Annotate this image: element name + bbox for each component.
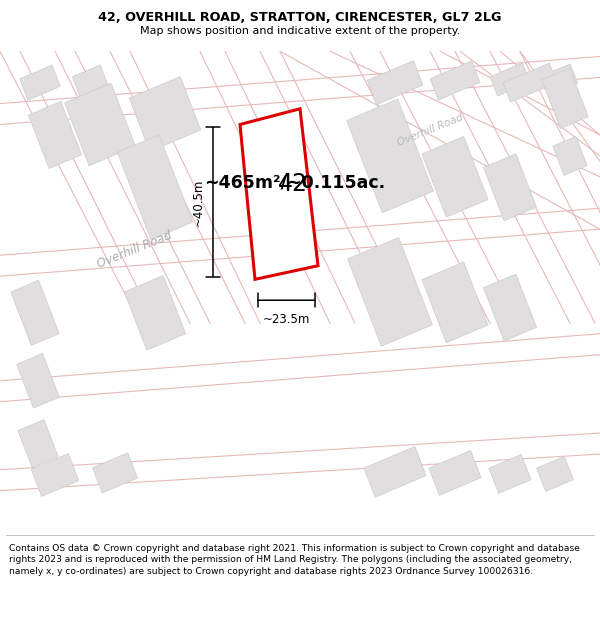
Polygon shape <box>65 83 136 166</box>
Polygon shape <box>542 64 578 95</box>
Polygon shape <box>430 61 480 100</box>
Polygon shape <box>429 451 481 495</box>
Text: ~40.5m: ~40.5m <box>192 178 205 226</box>
Polygon shape <box>553 136 587 176</box>
Polygon shape <box>18 419 58 468</box>
Polygon shape <box>11 280 59 346</box>
Text: ~23.5m: ~23.5m <box>263 312 310 326</box>
Polygon shape <box>422 262 488 343</box>
Polygon shape <box>124 276 186 350</box>
Polygon shape <box>489 454 531 493</box>
Polygon shape <box>117 135 193 240</box>
Polygon shape <box>536 456 574 491</box>
Polygon shape <box>422 136 488 217</box>
Text: ~465m²/~0.115ac.: ~465m²/~0.115ac. <box>205 173 386 191</box>
Polygon shape <box>28 101 82 169</box>
Text: Map shows position and indicative extent of the property.: Map shows position and indicative extent… <box>140 26 460 36</box>
Text: Overhill Road: Overhill Road <box>395 112 464 148</box>
Polygon shape <box>542 68 588 129</box>
Polygon shape <box>129 77 201 151</box>
Polygon shape <box>484 274 536 341</box>
Polygon shape <box>73 65 107 96</box>
Polygon shape <box>347 238 433 346</box>
Polygon shape <box>240 109 318 279</box>
Text: Overhill Road: Overhill Road <box>96 229 174 271</box>
Polygon shape <box>92 452 137 493</box>
Text: 42: 42 <box>278 172 308 196</box>
Text: Contains OS data © Crown copyright and database right 2021. This information is : Contains OS data © Crown copyright and d… <box>9 544 580 576</box>
Polygon shape <box>17 354 59 408</box>
Polygon shape <box>20 65 61 100</box>
Polygon shape <box>364 446 426 497</box>
Polygon shape <box>503 63 557 102</box>
Polygon shape <box>367 61 423 104</box>
Polygon shape <box>31 454 79 496</box>
Polygon shape <box>484 154 536 221</box>
Text: 42, OVERHILL ROAD, STRATTON, CIRENCESTER, GL7 2LG: 42, OVERHILL ROAD, STRATTON, CIRENCESTER… <box>98 11 502 24</box>
Polygon shape <box>347 99 433 212</box>
Polygon shape <box>490 63 530 96</box>
